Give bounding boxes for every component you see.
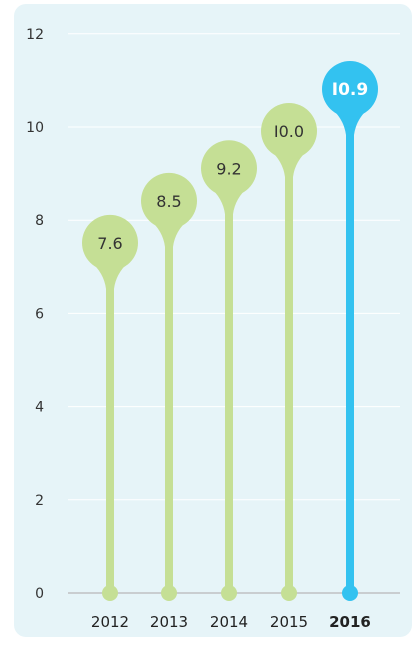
bar-bubble [141, 172, 197, 229]
data-label: 8.5 [156, 192, 181, 211]
x-tick-label: 2015 [270, 613, 308, 631]
bar-stem [106, 242, 114, 593]
y-tick-label: 0 [35, 586, 44, 602]
y-tick-label: 2 [35, 493, 44, 509]
x-tick-label: 2012 [91, 613, 129, 631]
bar-stem [346, 89, 354, 593]
data-label: I0.9 [332, 80, 368, 100]
bar-base-dot [102, 585, 118, 601]
bar-base-dot [342, 585, 358, 601]
bar-stem [225, 168, 233, 593]
bar-bubble [201, 140, 257, 197]
data-label: 9.2 [216, 159, 241, 178]
y-tick-label: 4 [35, 400, 44, 416]
bar-bubble [322, 61, 378, 118]
bar-base-dot [281, 585, 297, 601]
bar-stem [285, 131, 293, 593]
x-tick-label: 2016 [329, 613, 371, 631]
data-label: I0.0 [274, 122, 304, 141]
bar-bubble [82, 214, 138, 271]
bar-stem [165, 200, 173, 593]
y-tick-label: 10 [26, 120, 44, 136]
y-tick-label: 8 [35, 213, 44, 229]
bar-base-dot [161, 585, 177, 601]
x-tick-label: 2013 [150, 613, 188, 631]
data-label: 7.6 [97, 234, 122, 253]
y-tick-label: 6 [35, 306, 44, 322]
bar-bubble [261, 103, 317, 159]
y-tick-label: 12 [26, 27, 44, 43]
bar-base-dot [221, 585, 237, 601]
x-tick-label: 2014 [210, 613, 248, 631]
